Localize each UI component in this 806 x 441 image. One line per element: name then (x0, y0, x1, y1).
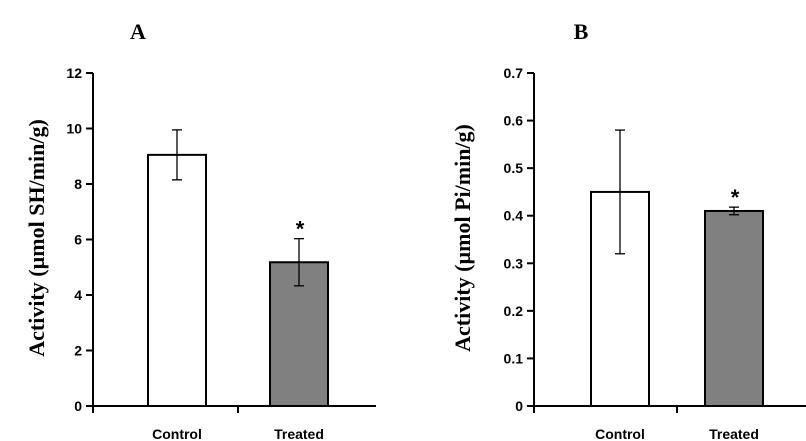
y-tick-label: 4 (74, 287, 82, 303)
category-label: Control (595, 426, 645, 441)
y-tick-label: 8 (74, 176, 82, 192)
y-tick-label: 0 (74, 398, 82, 414)
y-tick-label: 10 (66, 121, 82, 137)
y-tick-label: 6 (74, 232, 82, 248)
bars-b: * (590, 129, 764, 407)
significance-marker: * (296, 217, 305, 242)
category-label: Control (152, 426, 202, 441)
bars-a: * (147, 129, 329, 407)
axes-b: 0 0.1 0.2 0.3 0.4 0.5 0.6 0.7 (504, 65, 806, 414)
panel-b: B Activity (µmol Pi/min/g) 0 0.1 0.2 0.3 0.4… (450, 19, 806, 441)
y-tick-label: 0.4 (504, 208, 524, 224)
y-tick-label: 0.2 (504, 303, 524, 319)
y-axis-label-b: Activity (µmol Pi/min/g) (450, 124, 475, 352)
y-tick-label: 0.3 (504, 255, 524, 271)
y-tick-label: 0 (515, 398, 523, 414)
y-tick-label: 12 (66, 65, 82, 81)
category-labels-a: Control Treated (152, 426, 324, 441)
axes-a: 0 2 4 6 8 10 12 (66, 65, 376, 414)
y-axis-label-a: Activity (µmol SH/min/g) (24, 119, 49, 357)
panel-letter-a: A (130, 19, 146, 44)
y-tick-label: 0.1 (504, 350, 524, 366)
y-tick-label: 0.6 (504, 113, 524, 129)
category-label: Treated (709, 426, 759, 441)
panel-letter-b: B (574, 19, 589, 44)
bar-treated (269, 261, 329, 407)
y-tick-label: 0.5 (504, 160, 524, 176)
category-labels-b: Control Treated (595, 426, 759, 441)
panel-a: A Activity (µmol SH/min/g) 0 2 4 6 8 10 12 * C… (24, 19, 376, 441)
bar-control (147, 153, 207, 407)
y-tick-label: 0.7 (504, 65, 524, 81)
significance-marker: * (731, 185, 740, 210)
category-label: Treated (274, 426, 324, 441)
y-tick-label: 2 (74, 343, 82, 359)
bar-treated (704, 209, 764, 407)
